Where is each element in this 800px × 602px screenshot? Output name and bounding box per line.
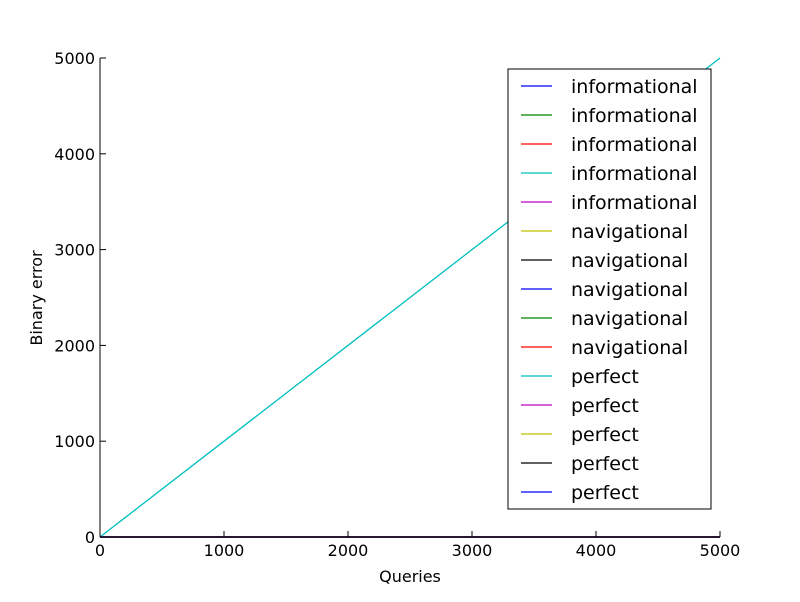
y-tick-label: 5000 [54, 49, 95, 68]
y-tick-label: 3000 [54, 241, 95, 260]
legend-label: perfect [571, 482, 639, 504]
legend-label: navigational [571, 250, 688, 272]
axes-layer [99, 58, 720, 538]
legend-label: perfect [571, 453, 639, 475]
y-tick-label: 0 [85, 528, 95, 547]
legend-label: informational [571, 192, 698, 214]
y-tick-label: 2000 [54, 336, 95, 355]
legend-label: informational [571, 105, 698, 127]
legend-label: perfect [571, 424, 639, 446]
legend-label: perfect [571, 366, 639, 388]
legend: informational informational informational i… [507, 68, 712, 510]
y-axis-label: Binary error [27, 250, 46, 346]
x-tick-label: 3000 [452, 541, 493, 560]
y-tick-label: 4000 [54, 145, 95, 164]
legend-label: navigational [571, 279, 688, 301]
x-tick-label: 4000 [576, 541, 617, 560]
legend-label: informational [571, 76, 698, 98]
legend-label: perfect [571, 395, 639, 417]
x-tick-label: 5000 [700, 541, 741, 560]
x-tick-label: 0 [95, 541, 105, 560]
ticks-layer: 0 1000 2000 3000 4000 5000 0 1000 2000 3000 4000 50… [54, 49, 740, 560]
y-tick-label: 1000 [54, 432, 95, 451]
legend-label: navigational [571, 308, 688, 330]
legend-label: navigational [571, 221, 688, 243]
legend-label: navigational [571, 337, 688, 359]
x-tick-label: 2000 [328, 541, 369, 560]
x-axis-label: Queries [379, 567, 441, 586]
x-tick-label: 1000 [204, 541, 245, 560]
legend-label: informational [571, 134, 698, 156]
legend-label: informational [571, 163, 698, 185]
